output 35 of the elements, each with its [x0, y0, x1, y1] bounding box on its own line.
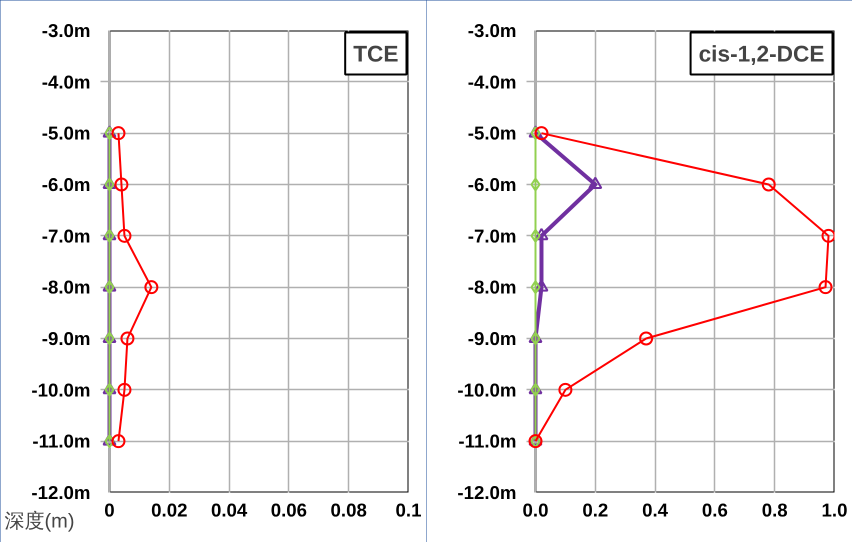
x-tick-label: 0.04 — [210, 500, 248, 520]
text: cis-1,2-DCE — [698, 40, 825, 66]
y-tick-label: -4.0m — [468, 71, 517, 92]
y-tick-label: -9.0m — [468, 328, 517, 349]
y-tick-label: -9.0m — [42, 328, 91, 349]
y-tick-label: -12.0m — [31, 482, 91, 503]
y-tick-label: -11.0m — [32, 430, 91, 452]
y-tick-label: -5.0m — [42, 122, 91, 144]
x-tick-label: 0.06 — [270, 500, 308, 520]
y-tick-label: -6.0m — [42, 174, 91, 195]
y-tick-label: -3.0m — [468, 20, 517, 41]
text: TCE — [353, 40, 398, 66]
y-tick-label: -12.0m — [457, 482, 517, 503]
y-tick-label: -10.0m — [31, 379, 91, 400]
x-tick-label: 0.2 — [582, 500, 608, 520]
x-tick-label: 0.1 — [396, 500, 422, 520]
y-tick-label: -8.0m — [468, 276, 517, 298]
y-tick-label: -11.0m — [458, 430, 517, 452]
x-tick-label: 0.6 — [702, 500, 728, 520]
y-tick-label: -8.0m — [42, 276, 91, 298]
x-tick-label: 0 — [104, 500, 115, 520]
x-tick-label: 0.8 — [762, 500, 788, 520]
x-tick-label: 0.02 — [151, 500, 188, 520]
x-tick-label: 0.4 — [642, 500, 669, 520]
x-tick-label: 0.0 — [522, 500, 548, 520]
y-tick-label: -6.0m — [468, 174, 517, 195]
y-tick-label: -7.0m — [468, 225, 517, 246]
y-tick-label: -7.0m — [42, 225, 91, 246]
y-tick-label: -5.0m — [468, 122, 517, 144]
y-axis-title: 深度(m) — [4, 510, 74, 532]
x-tick-label: 1.0 — [822, 500, 848, 520]
y-tick-label: -4.0m — [42, 71, 91, 92]
y-tick-label: -10.0m — [457, 379, 517, 400]
x-tick-label: 0.08 — [330, 500, 367, 520]
y-tick-label: -3.0m — [42, 20, 91, 41]
